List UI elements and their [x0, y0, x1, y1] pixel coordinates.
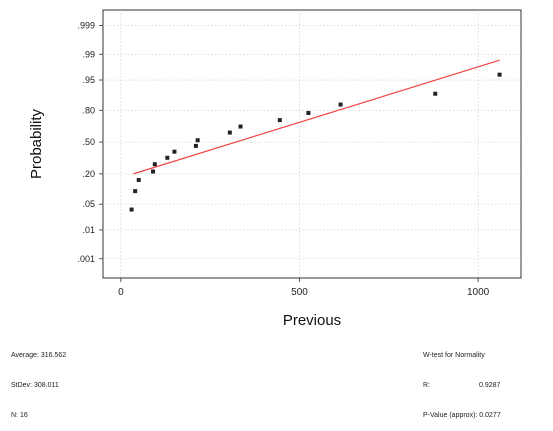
y-tick-label: .20 — [82, 169, 95, 179]
fit-line — [133, 59, 500, 175]
data-point — [497, 72, 502, 77]
p-value-row: P-Value (approx): 0.0277 — [423, 411, 501, 421]
data-point — [195, 138, 200, 143]
normality-test: W-test for Normality R: 0.9287 P-Value (a… — [423, 331, 501, 431]
y-tick-label: .95 — [82, 75, 95, 85]
data-point — [129, 207, 134, 212]
y-axis-label: Probability — [28, 108, 45, 179]
data-point — [151, 169, 156, 174]
y-tick-label: .01 — [82, 225, 95, 235]
y-tick-label: .50 — [82, 137, 95, 147]
y-tick-labels: .001 .01 .05 .20 .50 .80 .95 .99 .999 — [77, 20, 103, 264]
p-value: 0.0277 — [479, 412, 501, 419]
data-point — [133, 189, 138, 194]
summary-stats: Average: 316.562 StDev: 308.011 N: 16 — [11, 331, 66, 431]
x-tick-label: 1000 — [467, 287, 490, 298]
plot-area — [102, 9, 522, 279]
data-point — [165, 155, 170, 160]
data-points — [129, 72, 502, 212]
grid-lines — [103, 10, 521, 278]
y-tick-label: .001 — [77, 254, 95, 264]
x-axis-label: Previous — [283, 312, 341, 329]
p-value-label: P-Value (approx): — [423, 412, 478, 419]
data-point — [238, 124, 243, 129]
y-tick-label: .99 — [82, 49, 95, 59]
data-point — [227, 130, 232, 135]
r-label: R: — [423, 382, 430, 389]
y-tick-label: .80 — [82, 105, 95, 115]
data-point — [193, 143, 198, 148]
data-point — [172, 149, 177, 154]
x-tick-label: 500 — [291, 287, 308, 298]
data-point — [433, 91, 438, 96]
data-point — [306, 110, 311, 115]
x-tick-label: 0 — [118, 287, 124, 298]
data-point — [338, 102, 343, 107]
r-value: 0.9287 — [479, 382, 501, 389]
y-tick-label: .05 — [82, 199, 95, 209]
data-point — [277, 118, 282, 123]
normal-probability-chart: .001 .01 .05 .20 .50 .80 .95 .99 .999 0 500 1000 P… — [28, 9, 522, 329]
x-tick-labels: 0 500 1000 — [118, 278, 490, 298]
data-point — [152, 162, 157, 167]
normality-test-title: W-test for Normality — [423, 352, 485, 359]
data-point — [136, 177, 141, 182]
n-stat: N: 16 — [11, 412, 28, 419]
average-stat: Average: 316.562 — [11, 352, 67, 359]
r-row: R: 0.9287 — [423, 381, 501, 391]
y-tick-label: .999 — [77, 20, 95, 30]
stdev-stat: StDev: 308.011 — [11, 382, 59, 389]
